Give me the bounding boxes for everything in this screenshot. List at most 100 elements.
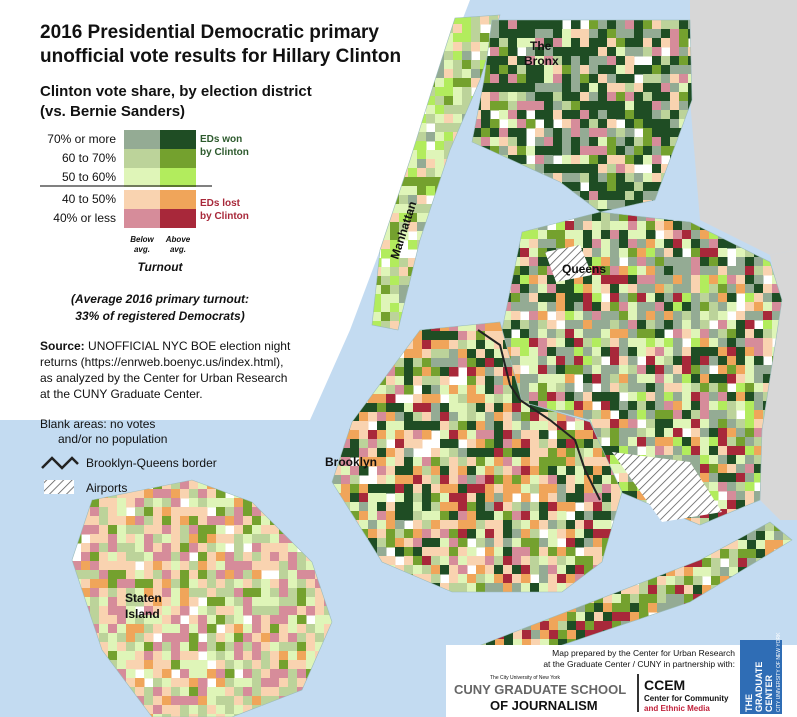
district-tile (670, 101, 680, 111)
district-tile (243, 633, 253, 643)
district-tile (207, 714, 217, 717)
district-tile (736, 356, 746, 366)
district-tile (772, 284, 782, 294)
district-tile (611, 484, 621, 494)
district-tile (162, 669, 172, 679)
district-tile (628, 374, 638, 384)
district-tile (539, 484, 549, 494)
district-tile (243, 651, 253, 661)
district-tile (673, 230, 683, 240)
district-tile (691, 275, 701, 285)
district-tile (637, 320, 647, 330)
district-tile (652, 182, 662, 192)
district-tile (610, 221, 620, 231)
district-tile (675, 585, 685, 595)
district-tile (198, 516, 208, 526)
district-tile (390, 240, 400, 250)
district-tile (593, 493, 603, 503)
district-tile (679, 101, 689, 111)
district-tile (557, 565, 567, 575)
district-tile (180, 696, 190, 706)
district-tile (558, 639, 568, 649)
district-tile (700, 320, 710, 330)
district-tile (700, 329, 710, 339)
district-tile (162, 570, 172, 580)
district-tile (108, 561, 118, 571)
district-tile (584, 448, 594, 458)
district-tile (652, 56, 662, 66)
district-tile (471, 78, 481, 88)
district-tile (431, 484, 441, 494)
district-tile (691, 437, 701, 447)
district-tile (462, 24, 472, 34)
district-tile (508, 101, 518, 111)
district-tile (682, 455, 692, 465)
district-tile (709, 293, 719, 303)
district-tile (279, 588, 289, 598)
district-tile (390, 321, 400, 330)
district-tile (529, 239, 539, 249)
district-tile (709, 284, 719, 294)
district-tile (530, 466, 540, 476)
district-tile (709, 509, 719, 519)
district-tile (529, 383, 539, 393)
district-tile (589, 38, 599, 48)
district-tile (580, 74, 590, 84)
district-tile (574, 230, 584, 240)
district-tile (565, 320, 575, 330)
district-tile (585, 603, 595, 613)
district-tile (652, 74, 662, 84)
district-tile (610, 248, 620, 258)
district-tile (413, 556, 423, 566)
district-tile (557, 448, 567, 458)
district-tile (404, 502, 414, 512)
district-tile (566, 430, 576, 440)
district-tile (381, 312, 391, 322)
district-tile (426, 186, 436, 196)
district-tile (126, 570, 136, 580)
district-tile (709, 437, 719, 447)
district-tile (117, 516, 127, 526)
district-tile (234, 498, 244, 508)
district-tile (664, 428, 674, 438)
district-tile (700, 338, 710, 348)
district-tile (576, 621, 586, 631)
district-tile (727, 410, 737, 420)
district-tile (700, 428, 710, 438)
district-tile (666, 576, 676, 586)
district-tile (162, 678, 172, 688)
district-tile (503, 583, 513, 592)
district-tile (664, 230, 674, 240)
district-tile (502, 311, 512, 321)
legend-label: 40% or less (53, 211, 116, 225)
district-tile (417, 123, 427, 133)
district-tile (494, 376, 504, 386)
district-tile (547, 266, 557, 276)
district-tile (449, 475, 459, 485)
district-tile (462, 105, 472, 115)
district-tile (431, 340, 441, 350)
district-tile (547, 239, 557, 249)
district-tile (601, 320, 611, 330)
district-tile (553, 29, 563, 39)
district-tile (530, 475, 540, 485)
district-tile (535, 110, 545, 120)
district-tile (270, 633, 280, 643)
district-tile (571, 110, 581, 120)
district-tile (476, 457, 486, 467)
district-tile (395, 430, 405, 440)
district-tile (390, 276, 400, 286)
district-tile (72, 561, 82, 571)
district-tile (601, 221, 611, 231)
district-tile (216, 561, 226, 571)
district-tile (763, 365, 773, 375)
district-tile (413, 565, 423, 575)
district-tile (583, 239, 593, 249)
district-tile (413, 457, 423, 467)
district-tile (490, 29, 500, 39)
district-tile (592, 302, 602, 312)
district-tile (117, 561, 127, 571)
district-tile (574, 410, 584, 420)
district-tile (610, 266, 620, 276)
district-tile (747, 531, 757, 541)
